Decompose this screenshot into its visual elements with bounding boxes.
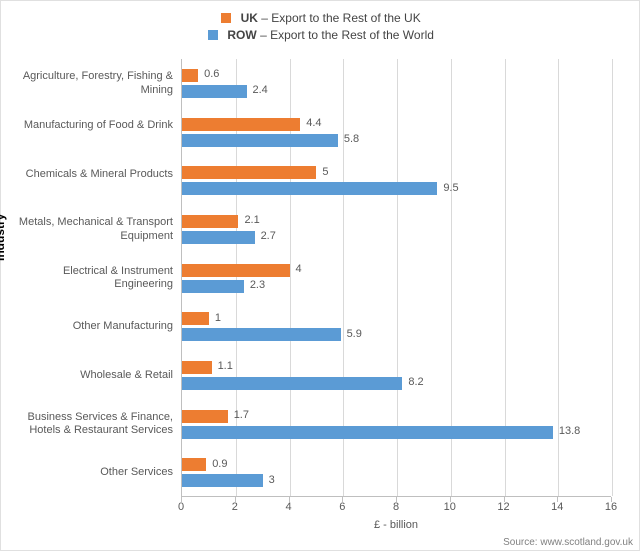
bar-value-row: 8.2 (408, 376, 423, 388)
x-tick-label: 12 (497, 501, 509, 513)
x-tick (611, 497, 612, 502)
bar-value-row: 5.8 (344, 133, 359, 145)
legend-text-row: – Export to the Rest of the World (260, 28, 434, 42)
bar-value-row: 5.9 (347, 328, 362, 340)
x-tick (396, 497, 397, 502)
bar-row (182, 231, 255, 244)
bar-uk (182, 264, 290, 277)
category-label: Manufacturing of Food & Drink (5, 119, 173, 132)
x-tick-label: 2 (232, 501, 238, 513)
x-tick-label: 4 (285, 501, 291, 513)
x-tick-label: 10 (444, 501, 456, 513)
category-label: Other Manufacturing (5, 320, 173, 333)
category-label: Wholesale & Retail (5, 369, 173, 382)
bar-value-uk: 2.1 (244, 214, 259, 226)
bar-value-uk: 5 (322, 166, 328, 178)
bar-value-row: 9.5 (443, 182, 458, 194)
legend-key-uk: UK (241, 11, 258, 25)
category-label: Chemicals & Mineral Products (5, 168, 173, 181)
x-tick-label: 8 (393, 501, 399, 513)
bar-value-uk: 1.1 (218, 360, 233, 372)
x-tick (289, 497, 290, 502)
legend-item-uk: UK – Export to the Rest of the UK (221, 10, 420, 25)
x-tick-label: 16 (605, 501, 617, 513)
legend-key-row: ROW (227, 28, 256, 42)
bar-value-uk: 0.6 (204, 68, 219, 80)
bar-value-row: 2.4 (253, 84, 268, 96)
x-tick (504, 497, 505, 502)
legend-label-uk: UK – Export to the Rest of the UK (241, 11, 421, 25)
bar-row (182, 85, 247, 98)
x-tick-label: 14 (551, 501, 563, 513)
bar-value-uk: 4.4 (306, 117, 321, 129)
bar-value-uk: 0.9 (212, 458, 227, 470)
bar-uk (182, 361, 212, 374)
bar-row (182, 328, 341, 341)
bar-row (182, 182, 437, 195)
source-text: Source: www.scotland.gov.uk (503, 537, 633, 548)
bar-uk (182, 69, 198, 82)
legend-swatch-row (208, 30, 218, 40)
chart-container: UK – Export to the Rest of the UK ROW – … (0, 0, 640, 551)
bar-value-row: 13.8 (559, 425, 580, 437)
bar-uk (182, 410, 228, 423)
bar-row (182, 134, 338, 147)
legend-item-row: ROW – Export to the Rest of the World (208, 27, 434, 42)
bar-uk (182, 166, 316, 179)
x-tick-label: 6 (339, 501, 345, 513)
x-tick (342, 497, 343, 502)
bar-row (182, 280, 244, 293)
bar-row (182, 377, 402, 390)
plot-area: 0.6 2.4 4.4 5.8 5 9.5 2.12.7 4 2.3 1 5.9 1.1 8.2 1.7 1… (181, 59, 611, 497)
bar-row (182, 426, 553, 439)
bar-uk (182, 118, 300, 131)
x-tick (181, 497, 182, 502)
bar-row (182, 474, 263, 487)
bar-value-row: 2.7 (261, 230, 276, 242)
bar-value-uk: 1.7 (234, 409, 249, 421)
legend-label-row: ROW – Export to the Rest of the World (227, 28, 434, 42)
bar-value-uk: 1 (215, 312, 221, 324)
legend: UK – Export to the Rest of the UK ROW – … (1, 9, 640, 43)
bar-value-row: 3 (269, 474, 275, 486)
category-label: Metals, Mechanical & Transport Equipment (5, 216, 173, 242)
bar-uk (182, 458, 206, 471)
category-label: Business Services & Finance, Hotels & Re… (5, 411, 173, 437)
bar-value-row: 2.3 (250, 279, 265, 291)
x-axis-title: £ - billion (181, 519, 611, 531)
legend-swatch-uk (221, 13, 231, 23)
legend-text-uk: – Export to the Rest of the UK (261, 11, 420, 25)
gridline (612, 59, 613, 496)
x-tick (450, 497, 451, 502)
category-label: Agriculture, Forestry, Fishing & Mining (5, 70, 173, 96)
category-label: Electrical & Instrument Engineering (5, 265, 173, 291)
x-tick (557, 497, 558, 502)
x-tick-label: 0 (178, 501, 184, 513)
bar-uk (182, 312, 209, 325)
bar-uk (182, 215, 238, 228)
category-label: Other Services (5, 466, 173, 479)
x-tick (235, 497, 236, 502)
bar-value-uk: 4 (296, 263, 302, 275)
